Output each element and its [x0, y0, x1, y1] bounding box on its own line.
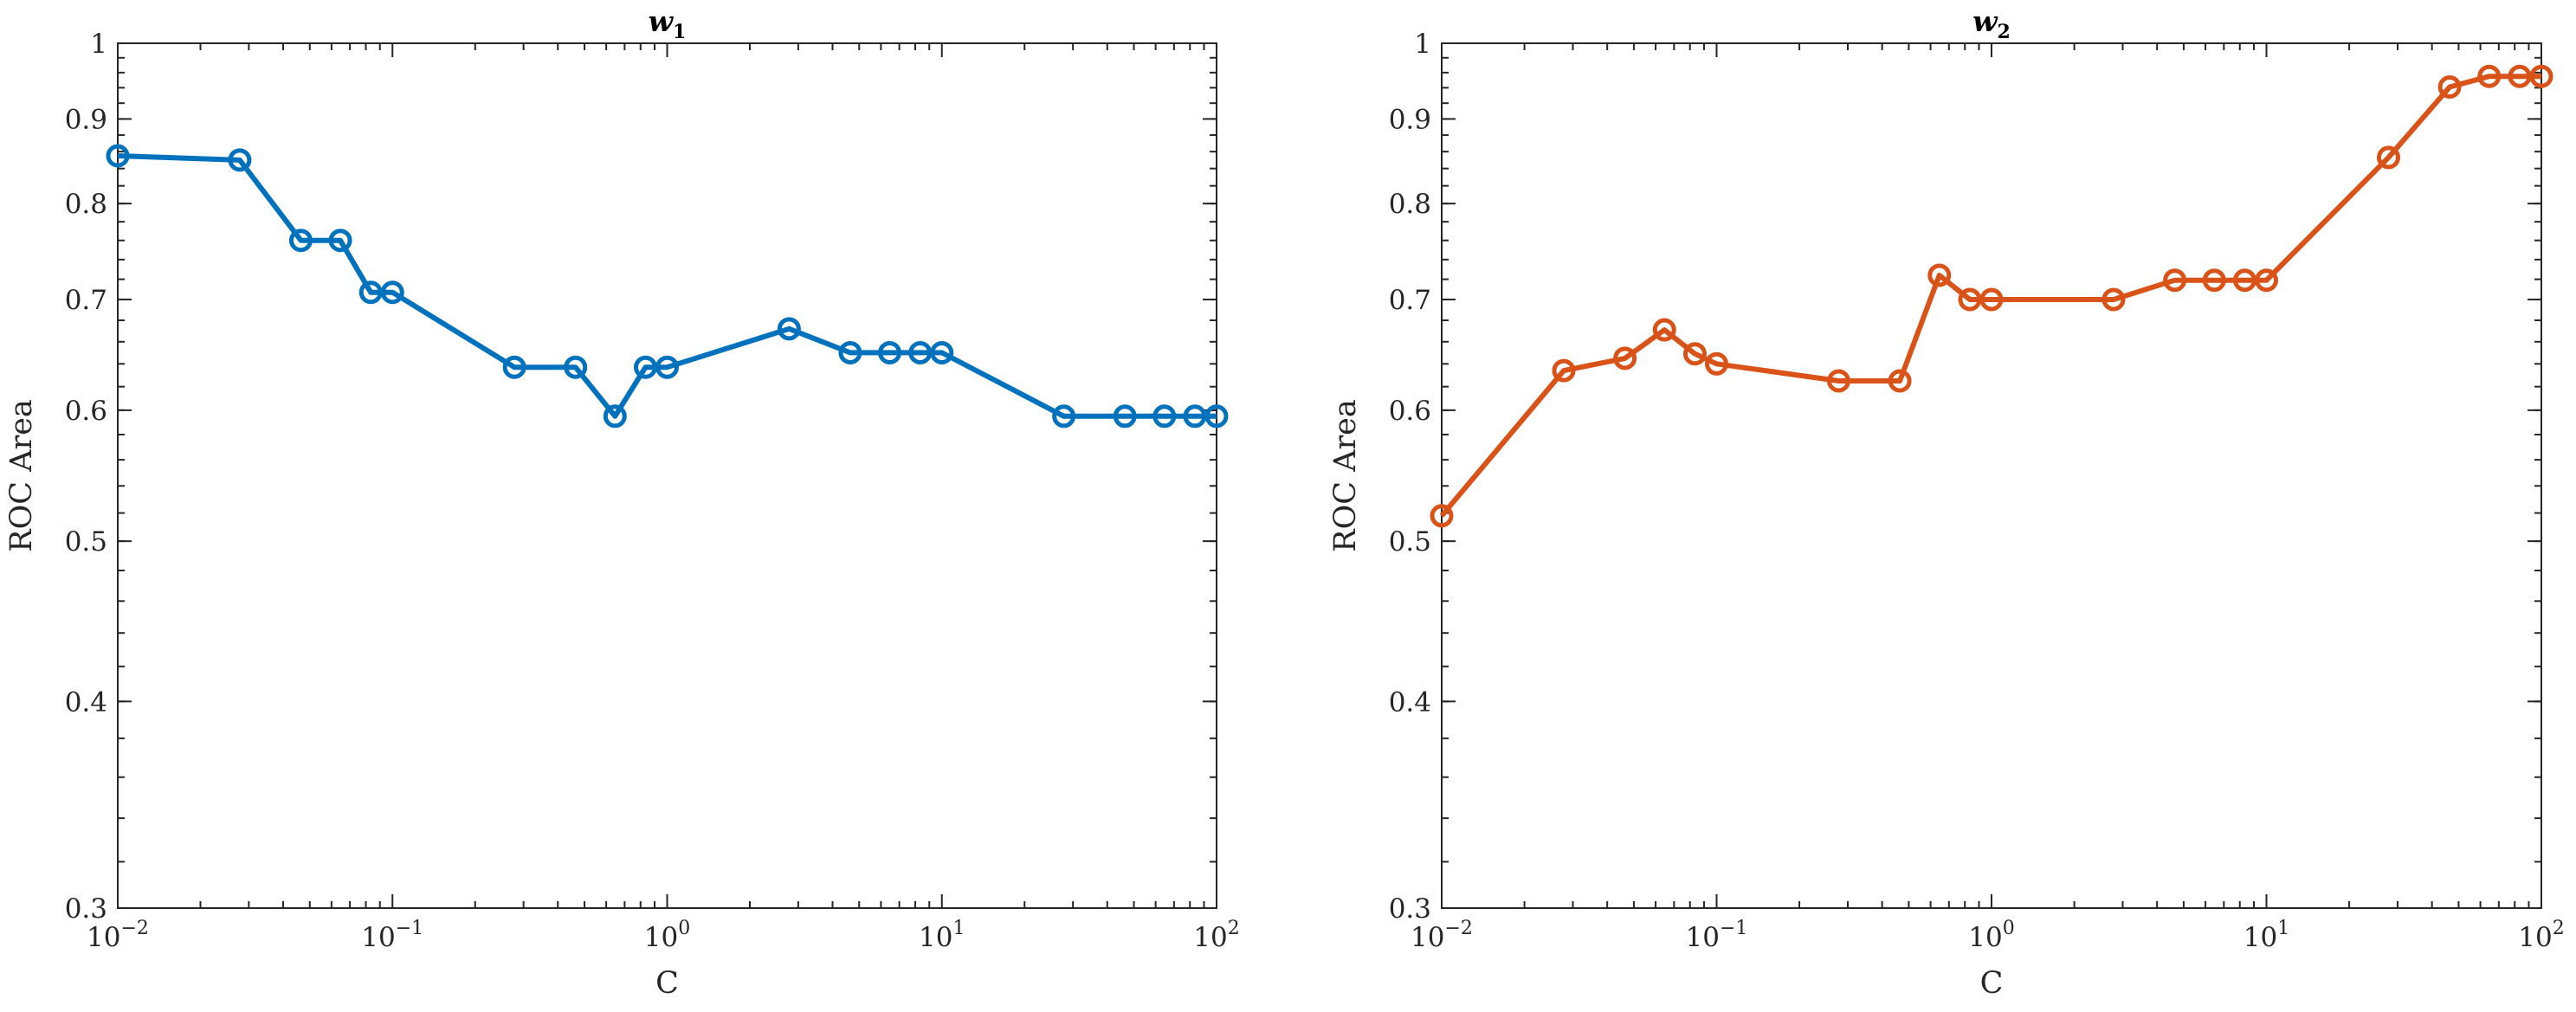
data-point [502, 355, 526, 379]
y-tick-label: 0.7 [1389, 285, 1431, 316]
data-point [2376, 145, 2400, 170]
data-point [838, 340, 862, 364]
data-point [2255, 268, 2278, 293]
chart-title: w1 [649, 4, 687, 43]
y-tick-label: 0.9 [1389, 104, 1431, 135]
y-tick-label: 0.4 [1389, 686, 1431, 718]
data-point [655, 355, 679, 379]
chart-w2: 0.3 0.4 0.5 0.6 0.7 0.8 0.9 1 10−2 10−1 100 101 102 C… [1328, 4, 2565, 1001]
data-point [633, 355, 657, 379]
data-point [1052, 404, 1076, 429]
data-point [2163, 268, 2187, 293]
x-tick-label: 102 [1193, 918, 1239, 953]
y-tick-label: 0.5 [1389, 526, 1431, 558]
y-tick-label: 0.7 [65, 285, 107, 316]
chart-w1: 0.3 0.4 0.5 0.6 0.7 0.8 0.9 1 10−2 10−1 100 101 102 C… [4, 4, 1240, 1001]
y-tick-label: 0.3 [1389, 893, 1431, 925]
y-tick-label: 1 [90, 29, 107, 60]
x-tick-label: 10−1 [361, 918, 423, 953]
data-point [1113, 404, 1137, 429]
data-point [2202, 268, 2226, 293]
x-tick-label: 100 [1968, 918, 2014, 953]
data-point [1927, 263, 1952, 287]
data-point [106, 144, 130, 168]
data-point [1888, 369, 1912, 393]
data-point [288, 229, 313, 253]
y-tick-label: 0.6 [65, 396, 107, 427]
data-point [1204, 404, 1229, 429]
y-tick-label: 0.6 [1389, 396, 1431, 427]
x-tick-label: 10−1 [1686, 918, 1748, 953]
data-point [930, 340, 954, 364]
data-point [1552, 358, 1576, 383]
x-tick-label: 100 [644, 918, 690, 953]
chart-title: w2 [1972, 4, 2011, 43]
data-point [1152, 404, 1177, 429]
x-tick-label: 10−2 [87, 918, 149, 953]
data-point [1979, 287, 2004, 312]
series-line [117, 153, 1217, 419]
y-tick-label: 0.8 [65, 189, 107, 220]
y-tick-label: 0.5 [65, 526, 107, 558]
data-point [878, 340, 902, 364]
axes-box [117, 42, 1217, 909]
data-point [603, 404, 627, 429]
data-point [1652, 318, 1676, 342]
x-axis-label: C [1980, 966, 2004, 1001]
y-tick-label: 0.4 [65, 686, 107, 718]
data-point [564, 355, 588, 379]
data-point [1958, 287, 1982, 312]
series-line [1439, 74, 2541, 518]
data-point [2101, 287, 2126, 312]
x-tick-label: 102 [2518, 918, 2564, 953]
y-tick-label: 1 [1414, 29, 1431, 60]
data-point [2477, 64, 2502, 88]
data-point [380, 280, 404, 305]
data-point [777, 317, 801, 341]
y-tick-label: 0.9 [65, 104, 107, 135]
y-tick-label: 0.3 [65, 893, 107, 925]
y-tick-label: 0.8 [1389, 189, 1431, 220]
data-point [2508, 64, 2532, 88]
data-point [1682, 342, 1707, 366]
data-point [1613, 346, 1637, 371]
x-tick-label: 101 [919, 918, 965, 953]
data-point [2437, 74, 2462, 99]
data-point [1705, 351, 1728, 376]
data-point [2529, 64, 2553, 88]
data-point [228, 148, 252, 172]
data-point [328, 229, 352, 253]
data-point [2232, 268, 2256, 293]
data-point [1430, 504, 1454, 528]
y-axis-label: ROC Area [1328, 399, 1363, 552]
y-axis-label: ROC Area [4, 399, 39, 552]
x-axis-label: C [655, 966, 679, 1001]
data-point [908, 340, 933, 364]
data-point [1183, 404, 1207, 429]
data-point [358, 280, 383, 305]
x-tick-label: 101 [2244, 918, 2289, 953]
data-point [1826, 369, 1850, 393]
x-tick-label: 10−2 [1411, 918, 1473, 953]
